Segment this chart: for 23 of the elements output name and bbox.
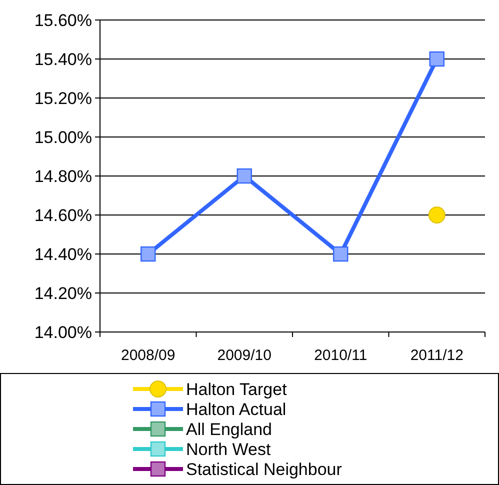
x-tick-label: 2010/11	[314, 347, 368, 364]
y-tick-label: 14.60%	[34, 206, 92, 225]
y-tick-label: 14.80%	[34, 166, 92, 186]
x-tick-label: 2008/09	[121, 347, 176, 364]
legend-label: Halton Target	[186, 380, 288, 399]
y-tick-label: 15.00%	[34, 128, 92, 147]
x-tick-label: 2009/10	[217, 347, 272, 364]
y-tick-label: 15.20%	[34, 88, 92, 108]
y-tick-label: 14.00%	[34, 322, 92, 342]
point	[140, 246, 156, 262]
point	[429, 51, 444, 67]
point	[236, 168, 252, 184]
legend-label: Halton Actual	[186, 400, 286, 419]
legend-label: North West	[186, 440, 271, 459]
y-tick-label: 14.40%	[34, 244, 92, 264]
legend-label: All England	[186, 420, 272, 439]
y-tick-label: 15.40%	[34, 50, 92, 69]
x-tick-label: 2011/12	[410, 347, 464, 364]
point	[428, 206, 446, 224]
legend-label: Statistical Neighbour	[186, 460, 342, 479]
point	[333, 246, 348, 262]
y-tick-label: 14.20%	[34, 284, 92, 303]
y-tick-label: 15.60%	[34, 10, 92, 30]
